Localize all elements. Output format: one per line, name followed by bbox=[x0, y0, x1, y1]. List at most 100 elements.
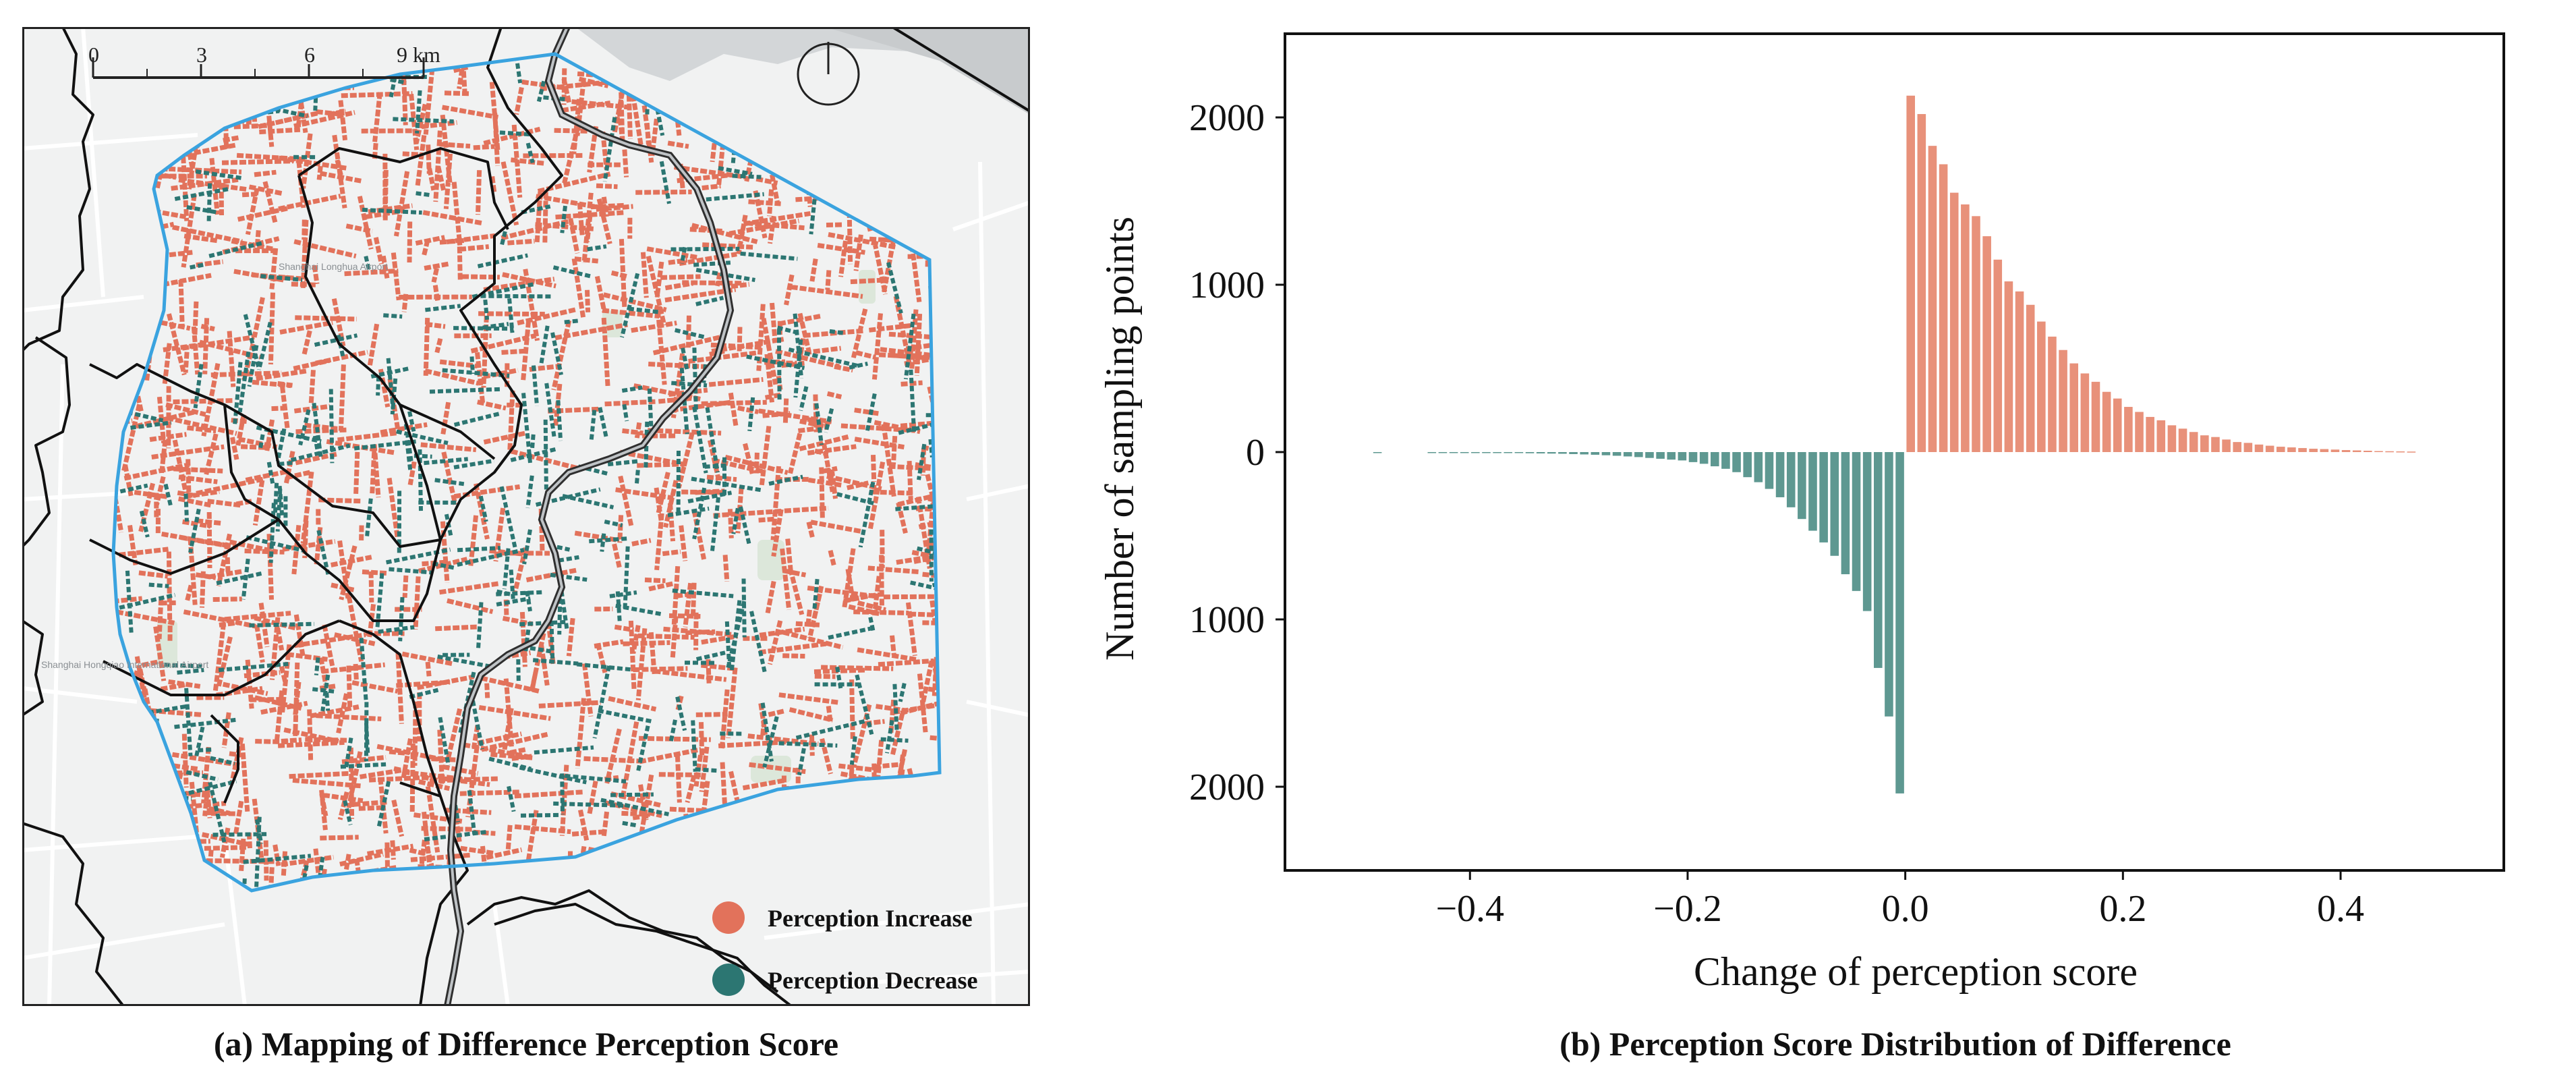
histogram-axes: −0.4 −0.2 0.0 0.2 0.4 2000 1000 0 1000 2000 bbox=[1189, 32, 2505, 930]
decrease-bar-7 bbox=[1819, 452, 1828, 542]
map-land bbox=[22, 27, 1030, 1006]
decrease-bar-34 bbox=[1525, 452, 1535, 453]
map-legend: Perception Increase Perception Decrease bbox=[712, 901, 978, 996]
southern-border bbox=[466, 889, 779, 993]
increase-bar-10 bbox=[2015, 291, 2024, 452]
decrease-bar-17 bbox=[1710, 452, 1719, 467]
increase-bar-27 bbox=[2200, 435, 2209, 452]
decrease-bar-31 bbox=[1558, 452, 1567, 454]
decrease-bar-15 bbox=[1732, 452, 1741, 472]
decrease-bar-11 bbox=[1775, 452, 1785, 497]
increase-bar-17 bbox=[2091, 381, 2100, 452]
increase-bar-38 bbox=[2320, 449, 2329, 452]
increase-bar-2 bbox=[1928, 146, 1937, 452]
decrease-bar-19 bbox=[1688, 452, 1698, 462]
increase-bar-8 bbox=[1993, 259, 2003, 452]
decrease-bar-3 bbox=[1862, 452, 1872, 611]
caption-histogram: (b) Perception Score Distribution of Dif… bbox=[1559, 1025, 2231, 1063]
scale-bar: 0 3 6 9 km bbox=[88, 43, 440, 79]
decrease-bar-43 bbox=[1427, 452, 1437, 453]
decrease-bar-28 bbox=[1591, 452, 1600, 455]
increase-bar-30 bbox=[2233, 442, 2242, 452]
increase-bar-39 bbox=[2330, 449, 2340, 452]
increase-bar-13 bbox=[2048, 336, 2057, 452]
increase-bar-9 bbox=[2004, 281, 2013, 452]
decrease-bar-41 bbox=[1449, 452, 1458, 453]
y-tick-label-2: 0 bbox=[1246, 432, 1265, 474]
caption-map: (a) Mapping of Difference Perception Sco… bbox=[213, 1025, 839, 1063]
increase-bar-28 bbox=[2211, 437, 2220, 452]
decrease-bar-25 bbox=[1623, 452, 1632, 457]
decrease-bar-26 bbox=[1612, 452, 1622, 456]
increase-bar-5 bbox=[1961, 204, 1970, 452]
increase-bar-46 bbox=[2407, 451, 2416, 453]
decrease-bar-10 bbox=[1786, 452, 1796, 507]
base-streets bbox=[22, 27, 1030, 1006]
decrease-bar-35 bbox=[1514, 452, 1524, 453]
decrease-bar-36 bbox=[1504, 452, 1513, 453]
y-axis-label: Number of sampling points bbox=[1097, 217, 1142, 661]
increase-bar-23 bbox=[2156, 420, 2166, 452]
decrease-bar-44 bbox=[1373, 452, 1382, 453]
decrease-bar-16 bbox=[1721, 452, 1730, 469]
decrease-bar-39 bbox=[1471, 452, 1480, 453]
decrease-bar-14 bbox=[1743, 452, 1752, 478]
increase-bar-37 bbox=[2309, 449, 2318, 452]
increase-bar-22 bbox=[2146, 416, 2154, 452]
decrease-bar-1 bbox=[1885, 452, 1893, 717]
place-label-hongqiao: Shanghai Hongqiao International Airport bbox=[41, 659, 208, 670]
decrease-bar-29 bbox=[1580, 452, 1588, 455]
decrease-bar-0 bbox=[1895, 452, 1904, 793]
huangpu-river-center bbox=[446, 27, 733, 1006]
map-frame bbox=[22, 27, 1030, 1006]
decrease-bar-38 bbox=[1482, 452, 1491, 453]
decrease-bar-20 bbox=[1678, 452, 1687, 461]
histogram-bars bbox=[1373, 95, 2416, 793]
district-borders bbox=[22, 27, 793, 1006]
increase-bar-24 bbox=[2167, 425, 2177, 452]
place-label-longhua: Shanghai Longhua Airport bbox=[279, 261, 388, 272]
decrease-bar-42 bbox=[1438, 452, 1448, 453]
increase-bar-45 bbox=[2396, 451, 2405, 453]
perception-histogram: −0.4 −0.2 0.0 0.2 0.4 2000 1000 0 1000 2000 Numbe… bbox=[1097, 32, 2505, 994]
increase-bar-1 bbox=[1917, 114, 1926, 453]
decrease-bar-8 bbox=[1808, 452, 1817, 531]
increase-bar-16 bbox=[2080, 373, 2090, 452]
decrease-bar-9 bbox=[1798, 452, 1806, 520]
increase-bar-12 bbox=[2037, 321, 2046, 452]
decrease-bar-32 bbox=[1547, 452, 1556, 454]
increase-bar-6 bbox=[1972, 216, 1980, 452]
increase-bar-7 bbox=[1982, 236, 1991, 452]
decrease-bar-37 bbox=[1493, 452, 1501, 453]
y-tick-label-0: 2000 bbox=[1189, 97, 1265, 139]
x-axis-label: Change of perception score bbox=[1694, 949, 2138, 994]
decrease-bar-4 bbox=[1852, 452, 1861, 591]
increase-bar-3 bbox=[1939, 164, 1948, 452]
increase-bar-4 bbox=[1949, 192, 1959, 452]
scale-tick-3: 3 bbox=[196, 43, 207, 67]
decrease-bar-5 bbox=[1841, 452, 1850, 575]
decrease-bar-21 bbox=[1667, 452, 1676, 460]
legend-decrease-label: Perception Decrease bbox=[768, 967, 978, 994]
north-arrow-icon bbox=[797, 42, 860, 106]
decrease-bar-18 bbox=[1699, 452, 1709, 464]
y-tick-label-3: 1000 bbox=[1189, 599, 1265, 641]
scale-tick-6: 6 bbox=[304, 43, 315, 67]
increase-bar-20 bbox=[2124, 407, 2133, 452]
increase-bar-31 bbox=[2243, 443, 2253, 452]
increase-bar-15 bbox=[2069, 363, 2079, 452]
y-tick-label-4: 2000 bbox=[1189, 767, 1265, 808]
increase-bar-42 bbox=[2364, 451, 2372, 452]
x-tick-label-0: −0.4 bbox=[1435, 888, 1504, 930]
increase-bar-40 bbox=[2341, 450, 2351, 452]
legend-decrease-dot bbox=[712, 964, 745, 996]
increase-bar-34 bbox=[2276, 447, 2285, 452]
decrease-bar-30 bbox=[1569, 452, 1578, 454]
decrease-bar-27 bbox=[1601, 452, 1611, 455]
increase-bar-43 bbox=[2374, 451, 2383, 453]
decrease-bar-33 bbox=[1536, 452, 1545, 453]
increase-bar-41 bbox=[2352, 450, 2362, 452]
increase-bar-33 bbox=[2265, 445, 2274, 452]
decrease-bar-22 bbox=[1656, 452, 1665, 459]
coast-border bbox=[891, 27, 1030, 113]
